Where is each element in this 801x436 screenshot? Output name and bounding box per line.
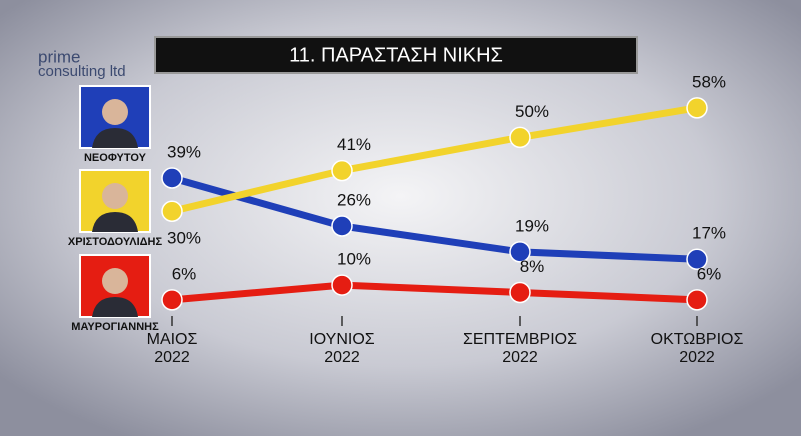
data-point <box>161 289 183 311</box>
x-tick-label: ΙΟΥΝΙΟΣ 2022 <box>309 331 374 366</box>
data-label: 30% <box>167 229 201 248</box>
data-point <box>509 241 531 263</box>
legend-label: ΧΡΙΣΤΟΔΟΥΛΙΔΗΣ <box>68 236 163 248</box>
title-bar <box>154 36 638 74</box>
x-tick-label: ΣΕΠΤΕΜΒΡΙΟΣ 2022 <box>463 331 577 366</box>
legend-photo-body <box>92 128 138 148</box>
logo-text: consulting ltd <box>38 63 126 80</box>
data-point <box>686 289 708 311</box>
data-point <box>161 200 183 222</box>
legend-photo-head <box>102 268 128 294</box>
legend-photo-head <box>102 183 128 209</box>
data-label: 8% <box>520 257 545 276</box>
data-point <box>331 274 353 296</box>
chart-title: 11. ΠΑΡΑΣΤΑΣΗ ΝΙΚΗΣ <box>289 44 503 66</box>
legend-label: ΜΑΥΡΟΓΙΑΝΝΗΣ <box>71 321 159 333</box>
x-tick-label: ΟΚΤΩΒΡΙΟΣ 2022 <box>651 331 744 366</box>
data-label: 39% <box>167 142 201 161</box>
series-line <box>171 104 698 215</box>
data-point <box>686 97 708 119</box>
data-point <box>686 248 708 270</box>
data-point <box>161 167 183 189</box>
data-point <box>331 215 353 237</box>
data-point <box>509 126 531 149</box>
data-label: 19% <box>515 216 549 235</box>
logo-text: prime <box>38 47 81 66</box>
legend-photo-body <box>92 212 138 232</box>
data-label: 50% <box>515 102 549 121</box>
legend-photo-head <box>102 99 128 125</box>
x-tick-label: ΜΑΙΟΣ 2022 <box>147 331 198 366</box>
data-label: 17% <box>692 224 726 243</box>
series-line <box>171 174 698 263</box>
legend-label: ΝΕΟΦΥΤΟΥ <box>84 152 147 164</box>
data-label: 6% <box>697 264 722 283</box>
data-label: 41% <box>337 135 371 154</box>
data-label: 10% <box>337 250 371 269</box>
data-point <box>509 281 531 304</box>
data-label: 58% <box>692 72 726 91</box>
data-point <box>331 159 353 182</box>
data-label: 26% <box>337 190 371 209</box>
series-line <box>171 281 698 304</box>
legend-photo-body <box>92 297 138 317</box>
data-label: 6% <box>172 264 197 283</box>
